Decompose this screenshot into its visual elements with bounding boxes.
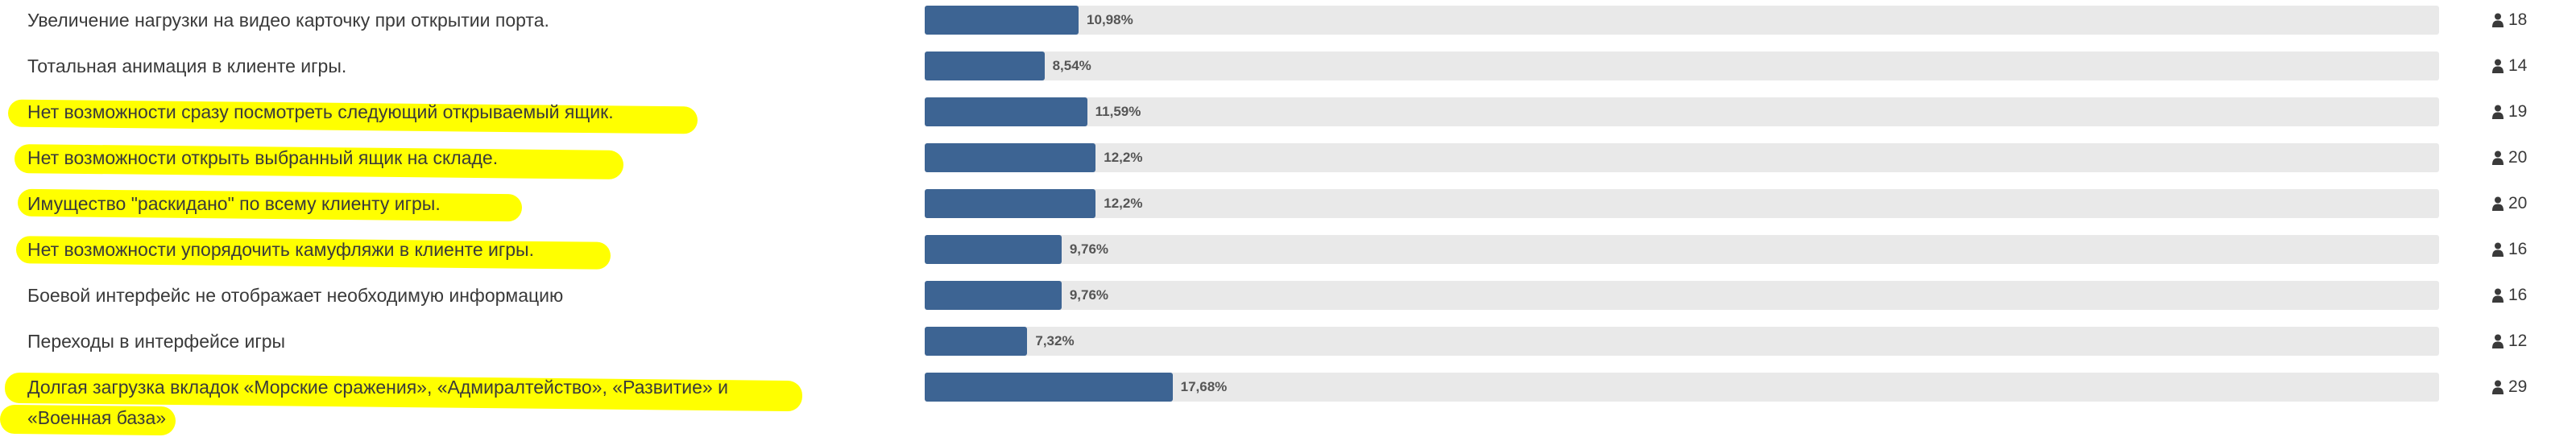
poll-percent: 9,76% — [1069, 241, 1109, 257]
user-icon — [2492, 380, 2504, 394]
poll-bar-fill — [925, 6, 1079, 35]
poll-voters[interactable]: 20 — [2492, 189, 2527, 218]
poll-bar-track: 12,2% — [925, 189, 2439, 218]
poll-vote-count: 12 — [2508, 332, 2528, 350]
poll-voters[interactable]: 18 — [2492, 6, 2527, 35]
poll-bar-fill — [925, 97, 1087, 126]
user-icon — [2492, 150, 2504, 165]
poll-vote-count: 19 — [2508, 102, 2528, 121]
poll-option-label: Нет возможности сразу посмотреть следующ… — [27, 101, 614, 122]
poll-vote-count: 20 — [2508, 194, 2528, 212]
poll-voters[interactable]: 19 — [2492, 97, 2527, 126]
poll-percent: 7,32% — [1035, 333, 1075, 348]
poll-option-label: Боевой интерфейс не отображает необходим… — [27, 285, 564, 306]
poll-percent: 17,68% — [1180, 379, 1228, 394]
user-icon — [2492, 196, 2504, 211]
poll-bar-track: 7,32% — [925, 327, 2439, 356]
poll-vote-count: 14 — [2508, 56, 2528, 75]
poll-bar-track: 10,98% — [925, 6, 2439, 35]
poll-vote-count: 20 — [2508, 148, 2528, 167]
poll-vote-count: 29 — [2508, 377, 2528, 396]
poll-voters[interactable]: 14 — [2492, 52, 2527, 80]
poll-bar-track: 8,54% — [925, 52, 2439, 80]
poll-percent: 9,76% — [1069, 287, 1109, 303]
poll-option-label: Нет возможности открыть выбранный ящик н… — [27, 147, 499, 168]
user-icon — [2492, 334, 2504, 348]
poll-bar-track: 11,59% — [925, 97, 2439, 126]
poll-bar-fill — [925, 281, 1062, 310]
poll-voters[interactable]: 16 — [2492, 235, 2527, 264]
poll-bar-fill — [925, 143, 1096, 172]
user-icon — [2492, 13, 2504, 27]
poll-bar-fill — [925, 52, 1045, 80]
poll-vote-count: 16 — [2508, 286, 2528, 304]
user-icon — [2492, 105, 2504, 119]
poll-percent: 8,54% — [1052, 58, 1091, 73]
poll-option-label: Долгая загрузка вкладок «Морские сражени… — [27, 377, 728, 428]
poll-bar-fill — [925, 235, 1062, 264]
poll-vote-count: 16 — [2508, 240, 2528, 258]
poll-bar-fill — [925, 373, 1173, 402]
poll-option-label: Переходы в интерфейсе игры — [27, 331, 286, 352]
poll-percent: 10,98% — [1087, 12, 1133, 27]
poll-bar-fill — [925, 189, 1096, 218]
poll-percent: 11,59% — [1095, 104, 1141, 119]
poll-option-label: Тотальная анимация в клиенте игры. — [27, 56, 347, 76]
poll-voters[interactable]: 12 — [2492, 327, 2527, 356]
user-icon — [2492, 242, 2504, 257]
user-icon — [2492, 288, 2504, 303]
poll-bar-track: 12,2% — [925, 143, 2439, 172]
poll-voters[interactable]: 16 — [2492, 281, 2527, 310]
poll-bar-track: 9,76% — [925, 281, 2439, 310]
user-icon — [2492, 59, 2504, 73]
poll-vote-count: 18 — [2508, 10, 2528, 29]
poll-bar-track: 17,68% — [925, 373, 2439, 402]
poll-option-label: Нет возможности упорядочить камуфляжи в … — [27, 239, 534, 260]
poll-percent: 12,2% — [1104, 196, 1143, 211]
poll-percent: 12,2% — [1104, 150, 1143, 165]
poll-option-label: Увеличение нагрузки на видео карточку пр… — [27, 10, 549, 31]
poll-voters[interactable]: 29 — [2492, 373, 2527, 402]
poll-voters[interactable]: 20 — [2492, 143, 2527, 172]
poll-bar-fill — [925, 327, 1028, 356]
poll-bar-track: 9,76% — [925, 235, 2439, 264]
poll-option-label: Имущество "раскидано" по всему клиенту и… — [27, 193, 441, 214]
